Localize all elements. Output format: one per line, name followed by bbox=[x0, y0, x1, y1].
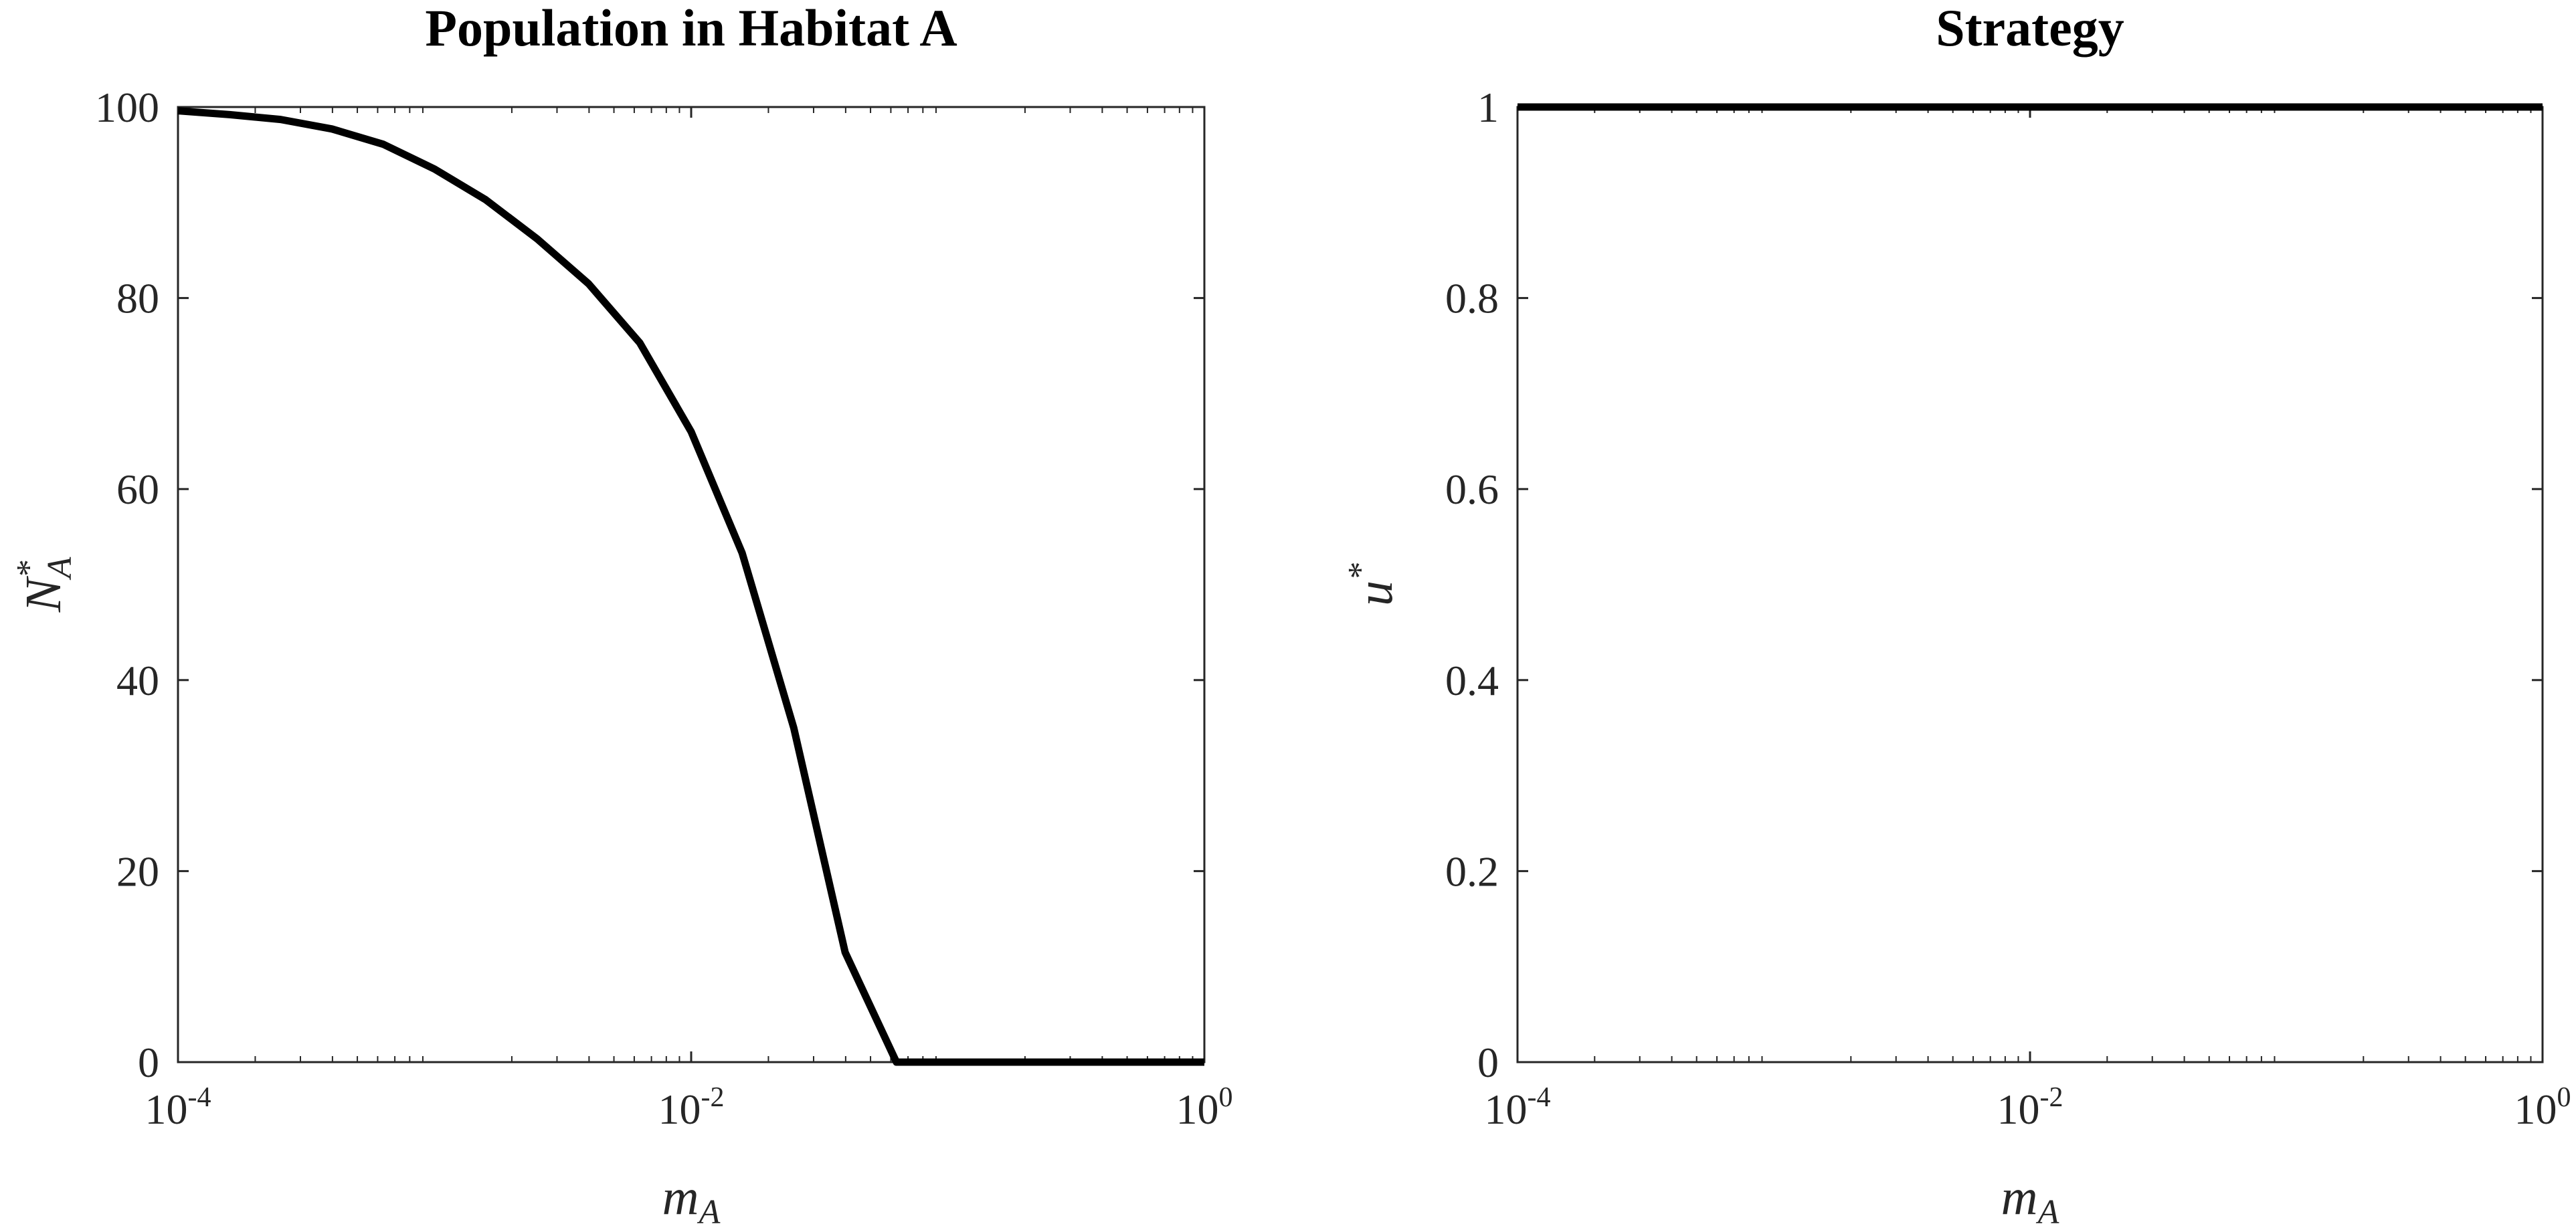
y-axis-label-population: N*A bbox=[10, 557, 79, 613]
y-tick-label: 0 bbox=[1477, 1039, 1499, 1086]
y-tick-label: 0.8 bbox=[1445, 275, 1499, 322]
y-axis-label-sup: * bbox=[1342, 563, 1380, 581]
x-ticks-strategy: 10-4 10-2 100 bbox=[1485, 107, 2571, 1133]
x-axis-label-population: mA bbox=[662, 1169, 721, 1228]
x-axis-label-base: m bbox=[2001, 1169, 2038, 1225]
y-axis-label-sup: * bbox=[10, 561, 48, 579]
x-tick-label-exp: 0 bbox=[2557, 1082, 2571, 1113]
x-tick-label: 10-2 bbox=[1997, 1082, 2063, 1133]
x-axis-label-strategy: mA bbox=[2001, 1169, 2059, 1228]
x-axis-label-sub: A bbox=[697, 1193, 721, 1228]
y-tick-label: 20 bbox=[116, 847, 159, 895]
x-tick-label-exp: -4 bbox=[1528, 1082, 1551, 1113]
y-ticks-strategy: 0 0.2 0.4 0.6 0.8 1 bbox=[1445, 84, 2543, 1086]
plot-area-population bbox=[177, 106, 1206, 1063]
x-tick-label-base: 10 bbox=[1485, 1086, 1528, 1133]
x-tick-label-exp: -2 bbox=[2040, 1082, 2063, 1113]
chart-title-population: Population in Habitat A bbox=[425, 0, 957, 57]
x-axis-label-sub: A bbox=[2036, 1193, 2059, 1228]
series-population bbox=[177, 107, 1204, 1066]
y-tick-label: 0.4 bbox=[1445, 657, 1499, 704]
x-tick-label: 10-4 bbox=[1485, 1082, 1551, 1133]
x-tick-label-base: 10 bbox=[2514, 1086, 2557, 1133]
y-tick-label: 80 bbox=[116, 275, 159, 322]
y-tick-label: 0 bbox=[138, 1039, 159, 1086]
series-line-population-0 bbox=[177, 107, 1204, 1066]
y-tick-label: 0.6 bbox=[1445, 466, 1499, 513]
x-tick-label: 100 bbox=[1176, 1082, 1233, 1133]
chart-title-strategy: Strategy bbox=[1936, 0, 2124, 57]
x-tick-label-exp: -2 bbox=[701, 1082, 725, 1113]
x-tick-label: 100 bbox=[2514, 1082, 2571, 1133]
chart-panel-population: Population in Habitat A 10-4 10-2 100 0204… bbox=[10, 0, 1233, 1228]
x-tick-label-base: 10 bbox=[145, 1086, 188, 1133]
y-tick-label: 40 bbox=[116, 657, 159, 704]
x-tick-label: 10-4 bbox=[145, 1082, 211, 1133]
x-tick-label-base: 10 bbox=[1176, 1086, 1219, 1133]
plot-area-strategy bbox=[1516, 106, 2544, 1063]
y-tick-label: 100 bbox=[95, 84, 159, 131]
y-tick-label: 1 bbox=[1477, 84, 1499, 131]
y-axis-label-base: N bbox=[15, 575, 72, 613]
x-tick-label-base: 10 bbox=[658, 1086, 701, 1133]
x-tick-label-exp: 0 bbox=[1219, 1082, 1233, 1113]
x-tick-label: 10-2 bbox=[658, 1082, 725, 1133]
x-tick-label-exp: -4 bbox=[188, 1082, 211, 1113]
chart-panel-strategy: Strategy 10-4 10-2 100 00.20.40.60.81 mA u… bbox=[1342, 0, 2571, 1228]
y-axis-label-base: u bbox=[1347, 581, 1403, 606]
x-axis-label-base: m bbox=[662, 1169, 699, 1225]
y-tick-label: 60 bbox=[116, 466, 159, 513]
y-axis-label-sub: A bbox=[41, 557, 79, 581]
y-ticks-population: 0 20 40 60 80 100 bbox=[95, 84, 1204, 1086]
x-ticks-population: 10-4 10-2 100 bbox=[145, 107, 1233, 1133]
x-tick-label-base: 10 bbox=[1997, 1086, 2040, 1133]
y-axis-label-strategy: u* bbox=[1342, 563, 1403, 606]
y-tick-label: 0.2 bbox=[1445, 847, 1499, 895]
